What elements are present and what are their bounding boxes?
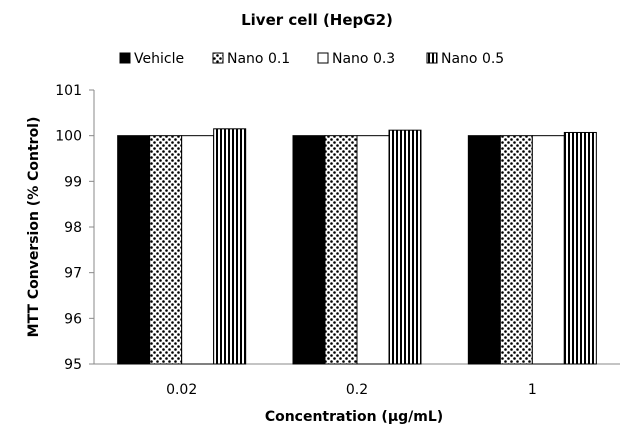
legend-swatch (119, 52, 131, 64)
legend: Vehicle Nano 0.1 Nano 0.3 Nano 0.5 (119, 51, 504, 67)
bar-nano-0-5-1 (563, 131, 597, 365)
y-axis-title: MTT Conversion (% Control) (26, 117, 42, 338)
legend-swatch (317, 52, 329, 64)
bar-vehicle-1 (467, 135, 501, 365)
bar-nano-0-1-0-2 (324, 135, 358, 365)
legend-label: Nano 0.1 (227, 51, 290, 67)
y-tick-label: 95 (64, 357, 82, 373)
legend-swatch (212, 52, 224, 64)
y-tick-label: 101 (55, 83, 82, 99)
legend-label: Nano 0.5 (441, 51, 504, 67)
x-tick-label: 1 (528, 382, 537, 398)
x-tick-label: 0.02 (166, 382, 197, 398)
bar-nano-0-3-0-02 (181, 135, 215, 365)
legend-label: Nano 0.3 (332, 51, 395, 67)
bar-nano-0-5-0-2 (388, 129, 422, 365)
x-axis: 0.02 0.2 1 (94, 363, 620, 398)
bar-nano-0-3-1 (531, 135, 565, 365)
legend-label: Vehicle (134, 51, 184, 67)
bar-nano-0-5-0-02 (213, 128, 247, 365)
bar-vehicle-0-02 (117, 135, 151, 365)
x-axis-title: Concentration (μg/mL) (265, 409, 443, 425)
y-tick-label: 97 (64, 266, 82, 282)
bars (117, 128, 597, 365)
bar-vehicle-0-2 (292, 135, 326, 365)
x-tick-label: 0.2 (346, 382, 368, 398)
y-tick-label: 98 (64, 220, 82, 236)
y-tick-label: 96 (64, 311, 82, 327)
chart-title: Liver cell (HepG2) (241, 11, 393, 29)
bar-nano-0-1-0-02 (149, 135, 183, 365)
bar-nano-0-3-0-2 (356, 135, 390, 365)
y-axis: 95 96 97 98 99 100 101 (55, 83, 95, 373)
y-tick-label: 100 (55, 129, 82, 145)
legend-swatch (426, 52, 438, 64)
y-tick-label: 99 (64, 174, 82, 190)
bar-nano-0-1-1 (499, 135, 533, 365)
